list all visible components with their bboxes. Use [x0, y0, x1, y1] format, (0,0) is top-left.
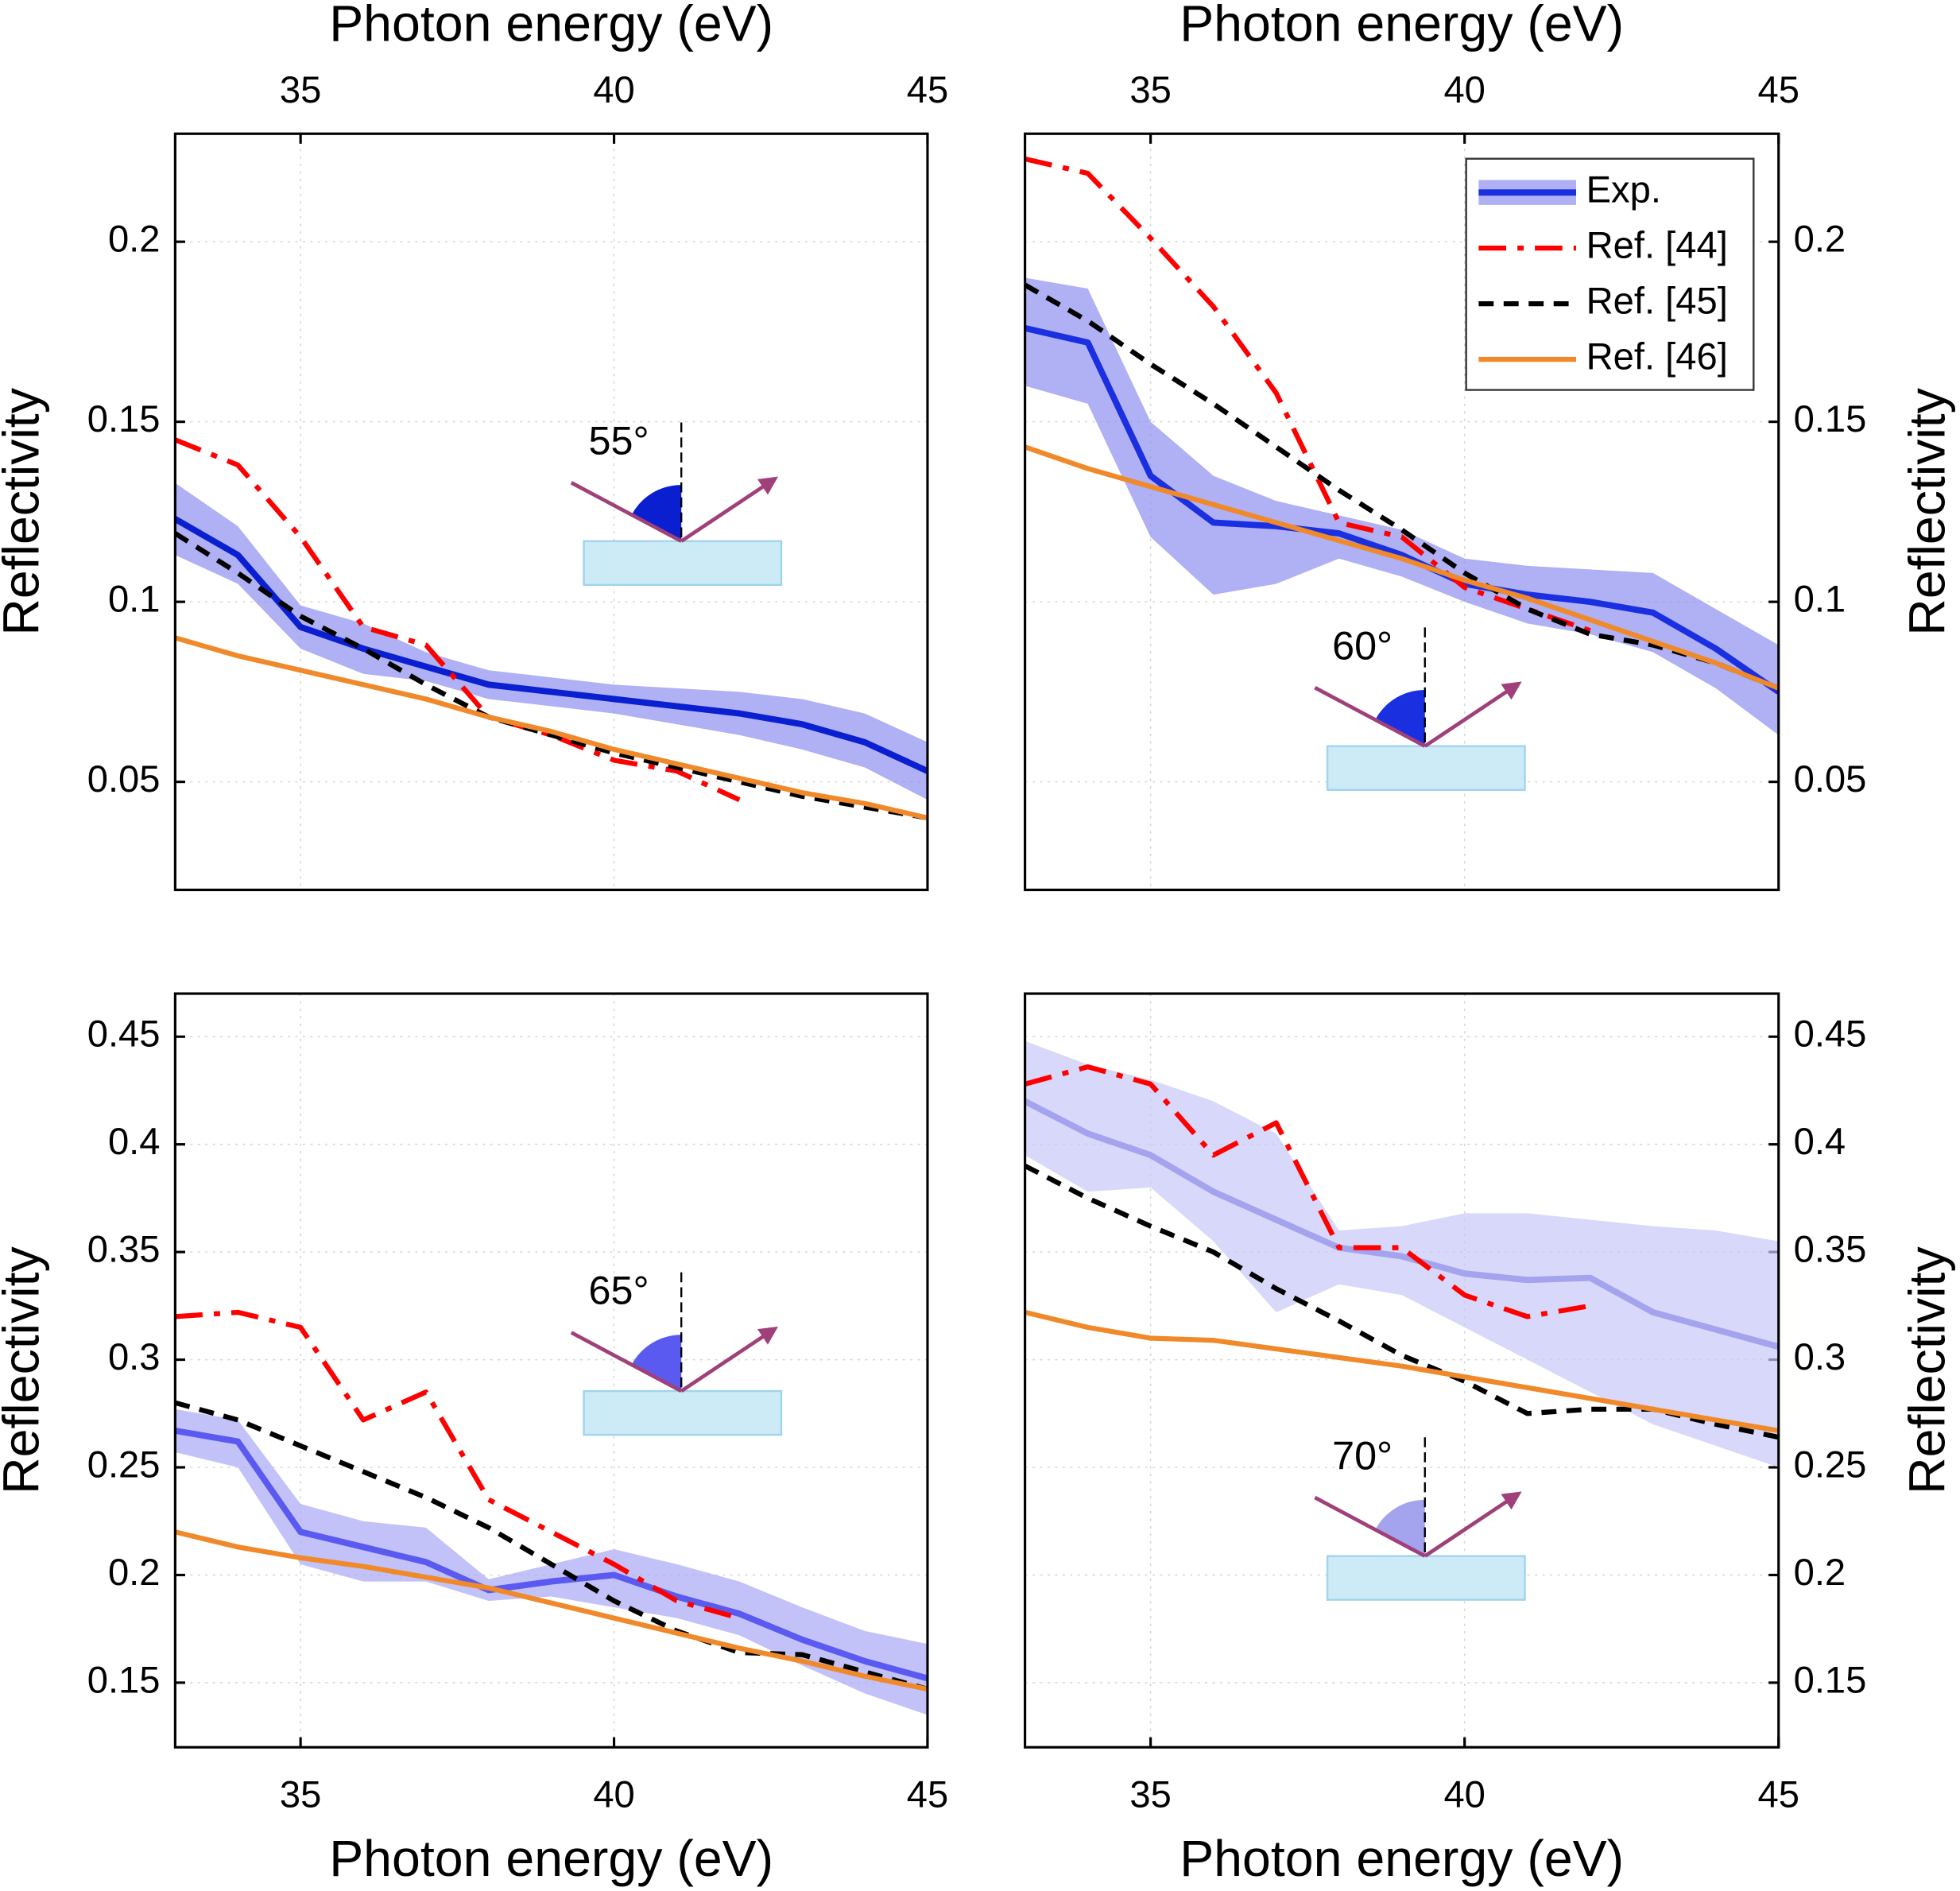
axes-frame: [1024, 132, 1780, 892]
series-line: [175, 635, 928, 820]
series-line: [175, 516, 928, 774]
y-tick-label: 0.25: [87, 1443, 161, 1485]
y-tick-label: 0.3: [1794, 1335, 1846, 1378]
y-tick-label: 0.2: [1794, 1551, 1846, 1593]
x-axis-title: Photon energy (eV): [329, 0, 773, 52]
y-tick-label: 0.1: [108, 578, 161, 620]
y-axis-title: Reflectivity: [1899, 387, 1956, 635]
incidence-diagram: 60°: [1314, 622, 1526, 791]
y-tick-label: 0.35: [87, 1228, 161, 1270]
x-tick-label: 35: [280, 1773, 321, 1815]
x-tick-label: 45: [907, 1773, 948, 1815]
axes-frame: [1024, 992, 1780, 1749]
x-axis-title: Photon energy (eV): [329, 1830, 773, 1887]
y-axis-title: Reflectivity: [1899, 1246, 1956, 1494]
y-tick-label: 0.35: [1794, 1228, 1867, 1270]
incident-ray: [570, 481, 683, 543]
reflected-ray: [1424, 681, 1522, 748]
x-tick-label: 45: [1758, 1773, 1799, 1815]
x-axis-title: Photon energy (eV): [1179, 0, 1624, 52]
incident-ray: [1314, 1495, 1426, 1558]
x-tick-label: 40: [593, 68, 634, 110]
legend-label: Ref. [46]: [1586, 335, 1728, 378]
legend-label: Ref. [44]: [1586, 224, 1728, 266]
y-tick-label: 0.45: [87, 1013, 161, 1055]
series-line: [1025, 325, 1779, 695]
series-line: [1025, 282, 1779, 691]
plot-area: [1025, 156, 1779, 735]
x-tick-label: 40: [593, 1773, 634, 1815]
x-tick-label: 45: [907, 68, 948, 110]
y-tick-label: 0.05: [87, 758, 161, 800]
series-line: [1025, 1098, 1779, 1350]
axes-frame: [173, 992, 929, 1749]
incidence-diagram: 70°: [1314, 1432, 1526, 1601]
angle-wedge: [1375, 1499, 1425, 1556]
sample-slab: [583, 1389, 783, 1436]
y-tick-label: 0.2: [108, 1551, 161, 1593]
sample-slab: [1326, 745, 1526, 791]
y-tick-label: 0.2: [108, 218, 161, 260]
incidence-diagram: 65°: [570, 1268, 783, 1436]
series-line: [175, 437, 741, 803]
angle-wedge: [631, 485, 682, 541]
y-tick-label: 0.05: [1794, 758, 1867, 800]
plot-area: [1025, 1040, 1779, 1468]
axes-frame: [173, 132, 929, 892]
y-tick-label: 0.25: [1794, 1443, 1867, 1485]
x-tick-label: 40: [1443, 1773, 1485, 1815]
x-tick-label: 35: [280, 68, 321, 110]
series-line: [175, 1400, 928, 1692]
angle-label: 55°: [589, 417, 649, 463]
plot-area: [175, 437, 928, 821]
incidence-diagram: 55°: [570, 417, 783, 587]
reflected-ray: [680, 476, 779, 543]
series-line: [1025, 156, 1591, 634]
legend-label: Ref. [45]: [1586, 280, 1728, 322]
reflected-ray: [1424, 1491, 1522, 1558]
series-line: [1025, 1064, 1591, 1319]
y-tick-label: 0.3: [108, 1335, 161, 1378]
series-line: [175, 1309, 741, 1621]
series-line: [175, 531, 928, 821]
incident-ray: [1314, 686, 1426, 748]
legend-label: Exp.: [1586, 169, 1661, 211]
series-line: [175, 1428, 928, 1682]
angle-wedge: [631, 1335, 682, 1392]
y-tick-label: 0.15: [1794, 1658, 1867, 1700]
x-tick-label: 40: [1443, 68, 1485, 110]
y-tick-label: 0.15: [1794, 397, 1867, 440]
y-tick-label: 0.1: [1794, 578, 1846, 620]
error-band: [175, 482, 928, 800]
angle-label: 70°: [1332, 1432, 1393, 1478]
angle-label: 60°: [1332, 622, 1393, 668]
y-tick-label: 0.4: [1794, 1120, 1846, 1162]
series-line: [1025, 1309, 1779, 1434]
y-tick-label: 0.4: [108, 1120, 161, 1162]
y-axis-title: Reflectivity: [0, 387, 50, 635]
x-axis-title: Photon energy (eV): [1179, 1830, 1624, 1887]
angle-label: 65°: [589, 1268, 649, 1313]
series-line: [1025, 444, 1779, 691]
plot-area: [175, 1309, 928, 1715]
x-tick-label: 45: [1758, 68, 1799, 110]
y-axis-title: Reflectivity: [0, 1246, 50, 1494]
x-tick-label: 35: [1129, 1773, 1171, 1815]
y-tick-label: 0.15: [87, 397, 161, 440]
reflected-ray: [680, 1326, 779, 1393]
x-tick-label: 35: [1129, 68, 1171, 110]
sample-slab: [583, 540, 783, 587]
sample-slab: [1326, 1555, 1526, 1601]
incident-ray: [570, 1331, 683, 1393]
y-tick-label: 0.15: [87, 1658, 161, 1700]
y-tick-label: 0.2: [1794, 218, 1846, 260]
y-tick-label: 0.45: [1794, 1013, 1867, 1055]
series-line: [175, 1529, 928, 1692]
angle-wedge: [1375, 689, 1425, 746]
